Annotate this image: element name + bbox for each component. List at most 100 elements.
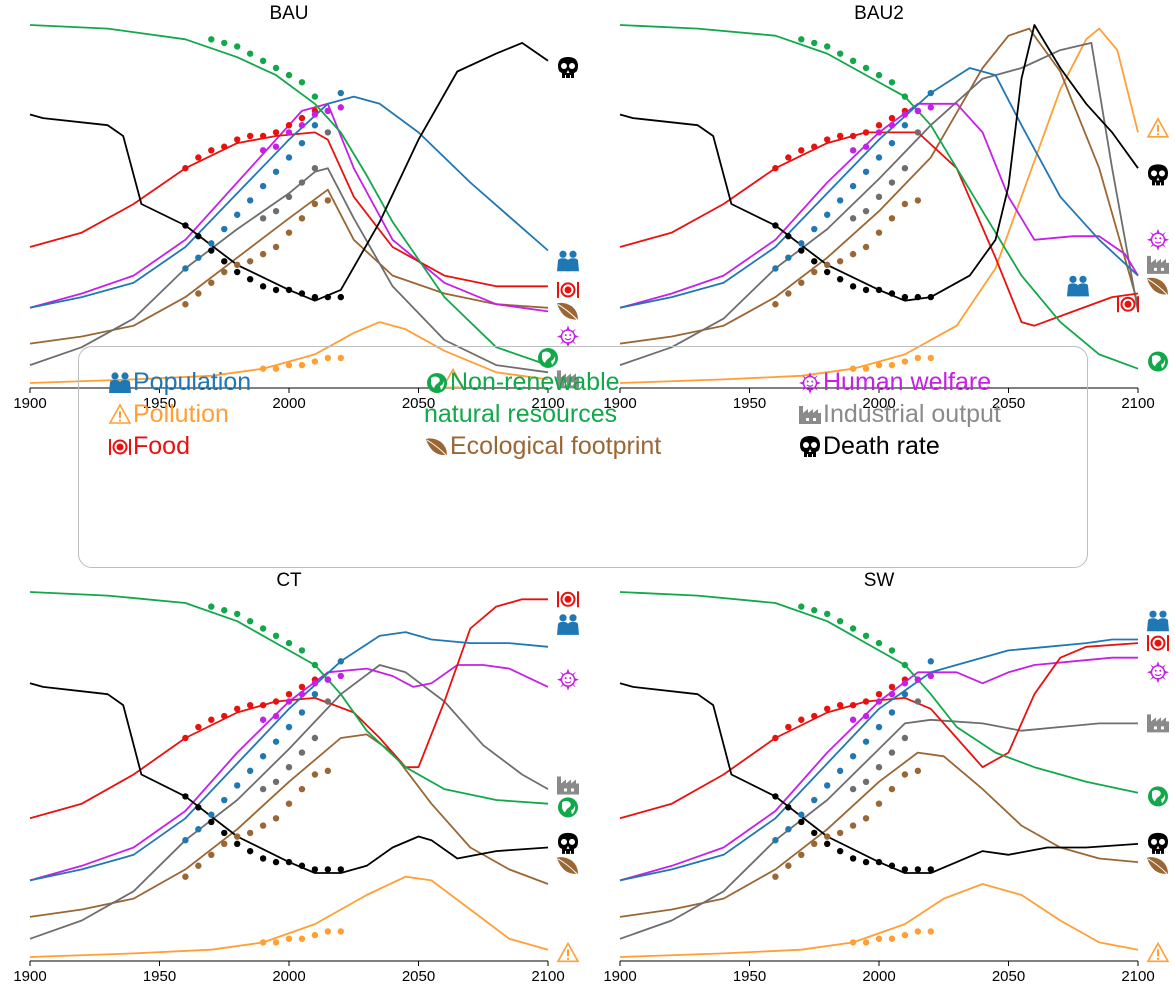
legend-pollution: Pollution [107, 399, 229, 429]
data-point-footprint [888, 785, 896, 793]
data-point-food [888, 114, 896, 122]
data-point-industrial [272, 778, 280, 785]
data-point-death [311, 866, 319, 873]
data-point-footprint [298, 785, 306, 793]
data-point-welfare [259, 716, 267, 723]
data-point-footprint [849, 822, 857, 829]
panel-ct: CT 1900 1950 2000 2050 2100 [13, 570, 580, 985]
data-point-death [875, 858, 883, 866]
end-icon-resources [1148, 786, 1168, 807]
data-point-death [298, 290, 306, 297]
end-icon-pollution [1147, 942, 1169, 963]
data-point-food [798, 147, 805, 154]
series-line-death [29, 682, 549, 874]
data-point-industrial [875, 193, 883, 201]
data-point-death [221, 829, 228, 837]
data-point-food [272, 698, 280, 705]
data-point-welfare [337, 104, 344, 111]
data-point-food [272, 129, 280, 136]
leaf-icon [425, 438, 448, 457]
data-point-industrial [285, 193, 293, 201]
data-point-population [798, 811, 805, 818]
data-point-resources [259, 57, 267, 64]
data-point-death [927, 866, 934, 873]
data-point-resources [862, 632, 870, 639]
data-point-death [914, 293, 922, 301]
end-icon-population [1067, 275, 1089, 297]
x-tick-label: 2000 [272, 395, 305, 412]
data-point-industrial [862, 207, 870, 215]
data-point-population [862, 168, 870, 175]
data-point-food [221, 712, 228, 720]
data-point-footprint [836, 829, 844, 837]
x-tick-label: 2050 [402, 968, 435, 985]
data-point-resources [849, 625, 857, 632]
data-point-pollution [311, 931, 319, 939]
data-point-resources [272, 632, 280, 639]
series-line-population [619, 67, 1139, 309]
x-tick-label: 1900 [603, 968, 636, 985]
data-point-death [798, 818, 805, 826]
data-point-footprint [785, 862, 792, 869]
data-point-footprint [824, 833, 831, 840]
data-point-death [785, 233, 792, 240]
data-point-death [888, 290, 896, 297]
data-point-population [798, 240, 805, 247]
data-point-pollution [259, 939, 267, 946]
data-point-population [901, 122, 909, 129]
data-point-population [285, 154, 293, 161]
x-tick-label: 1900 [13, 968, 46, 985]
data-point-food [259, 701, 267, 709]
globe-icon [427, 373, 447, 394]
end-icon-food [556, 590, 580, 609]
data-point-footprint [285, 229, 293, 236]
data-point-resources [272, 64, 280, 72]
data-point-pollution [337, 928, 344, 935]
end-icon-food [1146, 634, 1170, 653]
data-point-pollution [862, 365, 870, 372]
data-point-footprint [259, 822, 267, 829]
end-icon-footprint [556, 856, 579, 875]
data-point-population [272, 168, 280, 175]
data-point-pollution [259, 365, 267, 372]
data-point-death [798, 247, 805, 254]
data-point-resources [849, 57, 857, 64]
data-point-pollution [285, 935, 293, 942]
data-point-population [785, 254, 792, 261]
data-point-population [311, 691, 319, 698]
data-point-death [849, 283, 857, 290]
data-point-food [785, 154, 792, 161]
data-point-death [862, 858, 870, 866]
data-point-resources [311, 661, 319, 669]
series-line-food [619, 642, 1139, 820]
data-point-pollution [324, 354, 332, 362]
end-icon-footprint [1146, 277, 1169, 296]
series-line-resources [619, 24, 1139, 370]
data-point-population [824, 211, 831, 218]
series-line-footprint [619, 27, 1139, 345]
series-line-food [619, 131, 1139, 327]
data-point-resources [298, 79, 306, 86]
end-icon-food [556, 280, 580, 299]
legend-resources-line2: natural resources [424, 399, 617, 429]
data-point-pollution [324, 928, 332, 935]
data-point-food [798, 716, 805, 723]
data-point-resources [208, 603, 215, 610]
data-point-death [914, 866, 922, 873]
data-point-food [862, 129, 870, 136]
data-point-death [836, 275, 844, 283]
data-point-death [337, 866, 344, 873]
data-point-resources [246, 50, 254, 57]
series-line-food [29, 131, 548, 288]
data-point-pollution [298, 361, 306, 369]
data-point-food [849, 701, 857, 709]
data-point-resources [259, 625, 267, 632]
data-point-death [285, 286, 293, 294]
data-point-industrial [914, 129, 922, 136]
data-point-food [246, 701, 254, 709]
data-point-resources [285, 71, 293, 79]
end-icon-population [557, 614, 579, 635]
data-point-food [836, 701, 844, 709]
data-point-footprint [798, 851, 805, 858]
data-point-death [849, 855, 857, 862]
